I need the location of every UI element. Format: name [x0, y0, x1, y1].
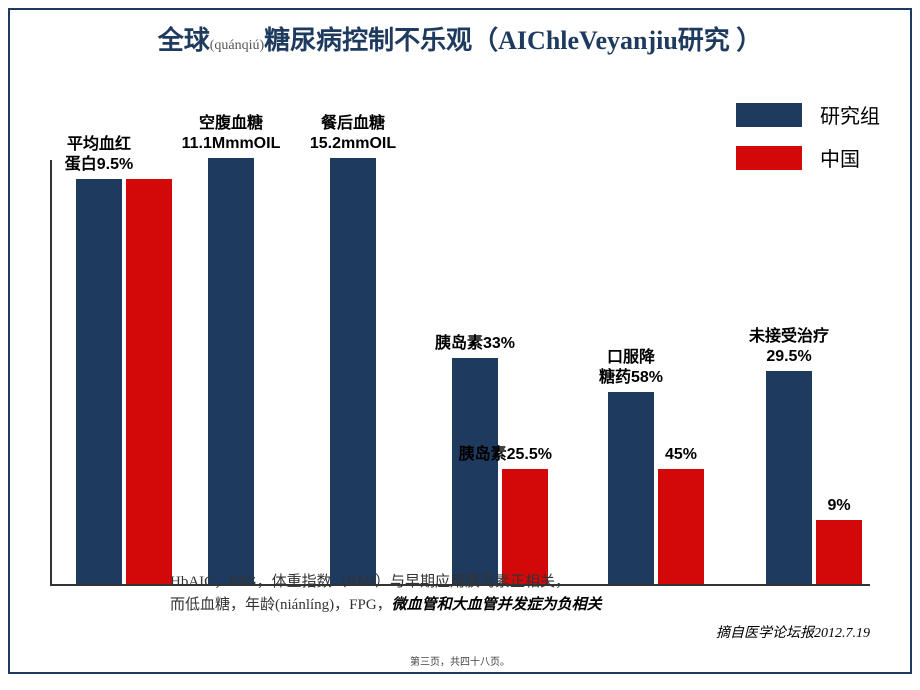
- bar-group: 胰岛素33%胰岛素25.5%: [452, 358, 548, 584]
- bar-china: 9%: [816, 520, 862, 584]
- caption-line2a: 而低血糖，年龄(niánlíng)，FPG，: [170, 597, 392, 613]
- bar-china-label: 45%: [601, 445, 761, 469]
- source-citation: 摘自医学论坛报2012.7.19: [716, 622, 870, 642]
- caption-line2b: 微血管和大血管并发症为负相关: [392, 597, 602, 613]
- bar-study: 未接受治疗29.5%: [766, 371, 812, 584]
- bar-study: 餐后血糖15.2mmOIL: [330, 158, 376, 584]
- caption: HbAIC，PPG，体重指数（BMI）与早期应用胰岛素正相关， 而低血糖，年龄(…: [170, 571, 602, 616]
- title-pinyin: (quánqiú): [210, 38, 264, 53]
- bar-study: 胰岛素33%: [452, 358, 498, 584]
- bar-study-label: 胰岛素33%: [395, 334, 555, 358]
- bar-study: 空腹血糖11.1MmmOIL: [208, 158, 254, 584]
- title-rest: 糖尿病控制不乐观（AIChleVeyanjiu研究 ）: [264, 26, 762, 55]
- bar-group: 空腹血糖11.1MmmOIL: [208, 158, 254, 584]
- slide-frame: 全球(quánqiú)糖尿病控制不乐观（AIChleVeyanjiu研究 ） 研…: [8, 8, 912, 674]
- bar-chart: 平均血红蛋白9.5% 空腹血糖11.1MmmOIL 餐后血糖15.2mmOIL 胰岛素…: [50, 160, 870, 586]
- slide-title: 全球(quánqiú)糖尿病控制不乐观（AIChleVeyanjiu研究 ）: [10, 10, 910, 57]
- legend-study-label: 研究组: [820, 100, 880, 129]
- bar-china-label: 胰岛素25.5%: [442, 445, 552, 469]
- title-prefix: 全球: [158, 26, 210, 55]
- bar-group: 口服降糖药58%45%: [608, 392, 704, 584]
- bar-study: 平均血红蛋白9.5%: [76, 179, 122, 584]
- bar-group: 平均血红蛋白9.5%: [76, 179, 172, 584]
- bar-group: 餐后血糖15.2mmOIL: [330, 158, 376, 584]
- bar-study-label: 口服降糖药58%: [551, 348, 711, 392]
- bar-china: 胰岛素25.5%: [502, 469, 548, 584]
- bar-group: 未接受治疗29.5%9%: [766, 371, 862, 584]
- bar-study-label: 未接受治疗29.5%: [709, 327, 869, 371]
- legend-study-swatch: [736, 103, 802, 127]
- bar-china: 45%: [658, 469, 704, 584]
- caption-line1: HbAIC，PPG，体重指数（BMI）与早期应用胰岛素正相关，: [170, 571, 602, 594]
- page-indicator: 第三页，共四十八页。: [10, 653, 910, 668]
- bar-study-label: 餐后血糖15.2mmOIL: [273, 114, 433, 158]
- bar-china-label: 9%: [759, 496, 919, 520]
- caption-line1a: HbAIC，PPG，体重指数（BMI）与早期应用胰岛素正相关，: [170, 574, 570, 590]
- bar-china: [126, 179, 172, 584]
- caption-line2: 而低血糖，年龄(niánlíng)，FPG，微血管和大血管并发症为负相关: [170, 594, 602, 617]
- legend-study: 研究组: [736, 100, 880, 129]
- bar-study: 口服降糖药58%: [608, 392, 654, 584]
